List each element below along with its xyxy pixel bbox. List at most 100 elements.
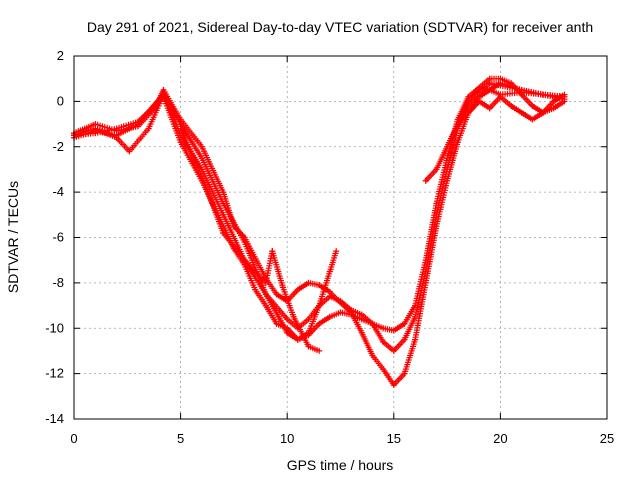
data-point xyxy=(465,109,472,116)
data-point xyxy=(561,91,568,98)
data-point xyxy=(177,139,184,146)
data-point xyxy=(390,327,397,334)
data-point xyxy=(316,347,323,354)
data-point xyxy=(156,98,163,105)
data-point xyxy=(380,325,387,332)
data-point xyxy=(369,320,376,327)
data-point xyxy=(454,121,461,128)
y-axis-label: SDTVAR / TECUs xyxy=(5,181,21,293)
data-point xyxy=(444,177,451,184)
data-point xyxy=(177,116,184,123)
data-point xyxy=(284,316,291,323)
data-point xyxy=(290,313,297,320)
data-point xyxy=(540,91,546,98)
y-tick-label: -10 xyxy=(45,320,64,335)
y-tick-label: 2 xyxy=(57,48,64,63)
grid xyxy=(74,56,607,419)
y-tick-label: -2 xyxy=(52,139,64,154)
x-tick-label: 5 xyxy=(177,431,184,446)
data-point xyxy=(220,189,227,196)
data-point xyxy=(316,282,323,289)
data-point xyxy=(198,173,205,180)
x-tick-label: 25 xyxy=(600,431,614,446)
data-point xyxy=(561,98,568,105)
data-point xyxy=(412,336,419,343)
data-point xyxy=(433,166,440,173)
data-point xyxy=(305,316,312,323)
y-tick-label: -12 xyxy=(45,366,64,381)
data-point xyxy=(145,125,152,132)
y-tick-label: -14 xyxy=(45,411,64,426)
data-point xyxy=(401,320,408,327)
data-point xyxy=(390,347,397,354)
data-point xyxy=(369,352,376,359)
data-point xyxy=(326,268,333,275)
data-point xyxy=(433,223,440,230)
data-point xyxy=(476,84,483,91)
data-point xyxy=(305,329,312,336)
y-tick-label: 0 xyxy=(57,93,64,108)
data-point xyxy=(486,75,493,82)
data-point xyxy=(529,102,536,109)
data-point xyxy=(294,336,301,343)
data-point xyxy=(333,248,340,255)
data-point xyxy=(550,105,557,112)
data-point xyxy=(113,125,120,132)
data-point xyxy=(444,143,451,150)
data-point xyxy=(92,130,99,137)
data-point xyxy=(390,382,397,388)
data-point xyxy=(279,284,286,291)
data-point xyxy=(92,121,99,128)
data-point xyxy=(316,302,323,309)
data-point xyxy=(486,87,493,93)
data-point xyxy=(241,234,248,241)
data-point xyxy=(273,291,280,298)
data-point xyxy=(358,329,365,336)
data-point xyxy=(422,177,429,184)
data-point xyxy=(508,102,515,109)
y-tick-label: -6 xyxy=(52,230,64,245)
data-point xyxy=(273,320,280,327)
data-point xyxy=(348,309,355,316)
data-point xyxy=(316,320,323,327)
data-point xyxy=(305,279,312,286)
data-point xyxy=(326,288,333,295)
data-point xyxy=(262,302,269,309)
data-point xyxy=(241,257,248,264)
data-point xyxy=(401,336,408,343)
data-point xyxy=(333,295,340,302)
data-point xyxy=(160,93,167,100)
data-point xyxy=(220,230,227,236)
series-track-7 xyxy=(465,93,568,123)
data-point xyxy=(326,313,333,320)
x-tick-label: 0 xyxy=(70,431,77,446)
series-track-5 xyxy=(177,125,323,354)
data-point xyxy=(476,98,483,105)
data-point xyxy=(113,132,120,139)
data-point xyxy=(337,309,344,316)
x-tick-label: 20 xyxy=(493,431,507,446)
data-point xyxy=(380,366,387,373)
x-tick-label: 15 xyxy=(387,431,401,446)
data-point xyxy=(358,311,365,318)
data-point xyxy=(126,148,133,155)
data-point xyxy=(135,118,141,125)
ticks: 0 5 10 15 20 25 -14 -12 -10 -8 -6 -4 -2 0 2 xyxy=(45,48,614,446)
x-tick-label: 10 xyxy=(280,431,294,446)
data-point xyxy=(198,143,205,150)
data-point xyxy=(412,313,419,320)
data-point xyxy=(518,91,525,98)
data-point xyxy=(529,116,536,123)
data-point xyxy=(508,80,515,87)
data-point xyxy=(497,93,504,100)
data-point xyxy=(550,98,557,105)
data-point xyxy=(230,223,237,230)
data-point xyxy=(486,105,493,112)
data-point xyxy=(422,279,429,286)
data-point xyxy=(518,109,525,116)
data-point xyxy=(454,139,461,146)
data-point xyxy=(497,75,504,82)
data-point xyxy=(177,125,184,132)
